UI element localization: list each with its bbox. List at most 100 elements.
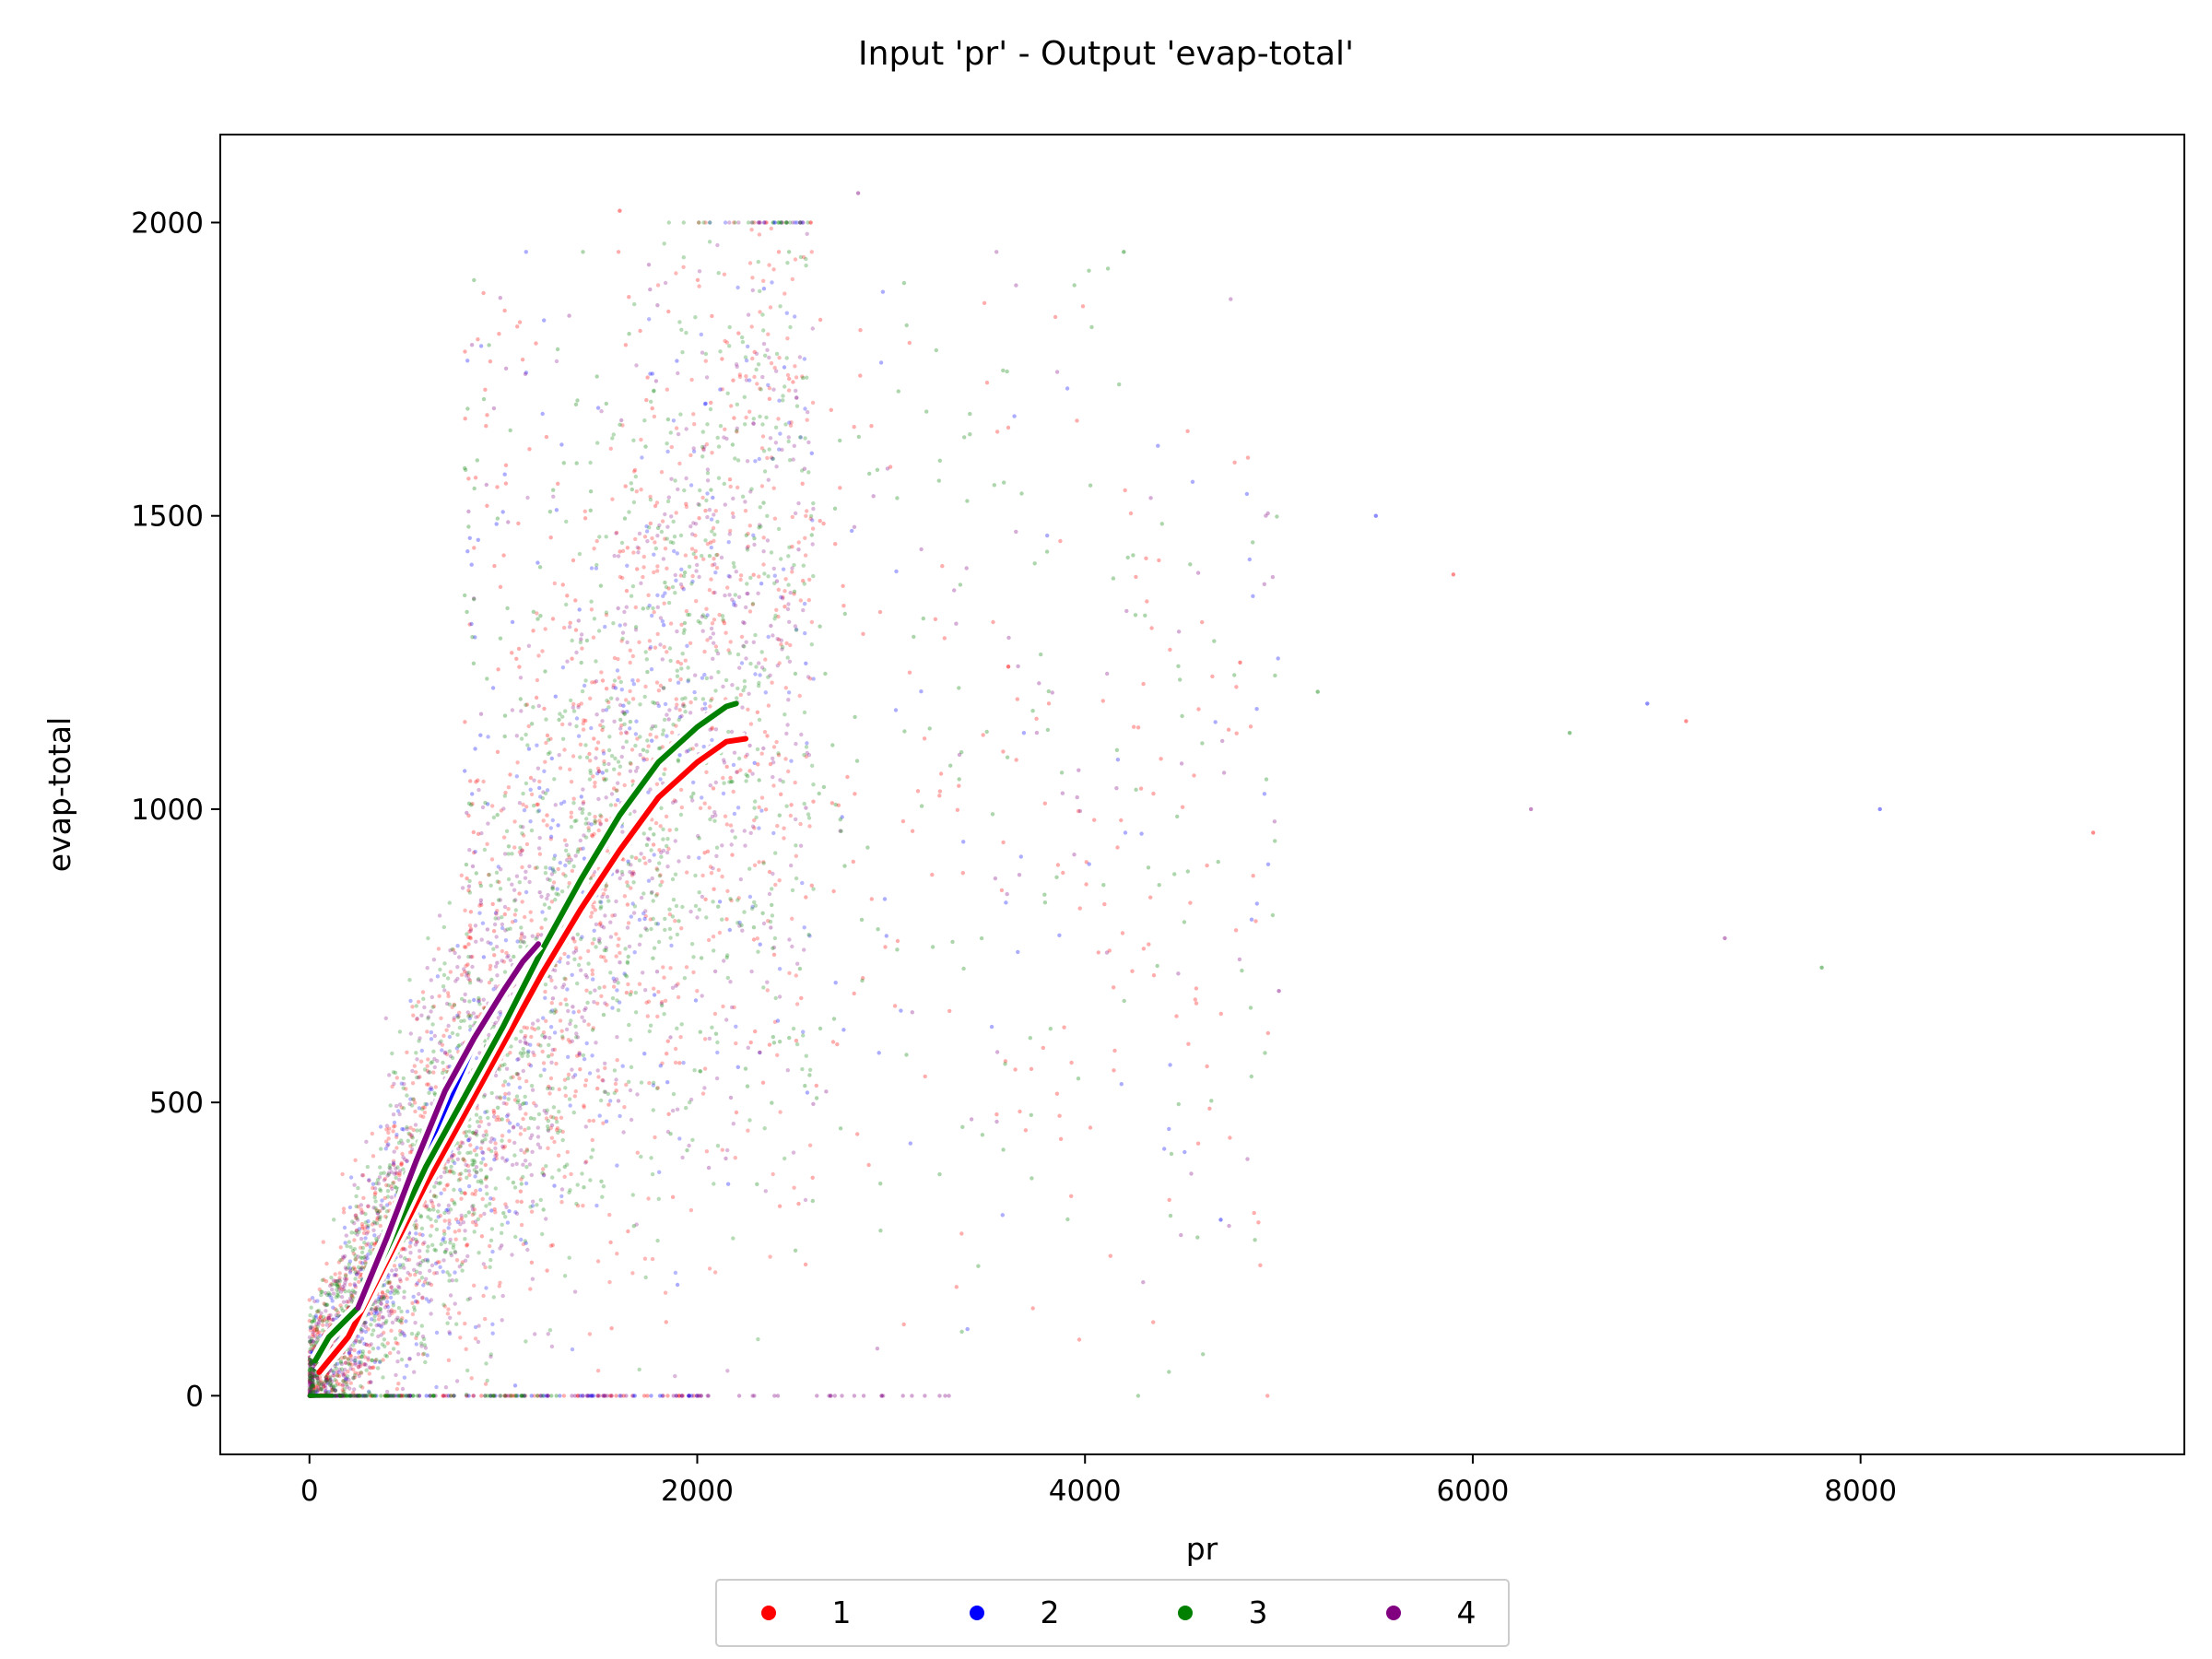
data-point <box>385 1341 390 1346</box>
data-point <box>329 1390 334 1395</box>
data-point <box>807 824 812 829</box>
data-point <box>430 1005 435 1009</box>
data-point <box>1034 730 1040 735</box>
data-point <box>465 1394 469 1398</box>
data-point <box>676 371 680 376</box>
data-point <box>486 940 490 945</box>
data-point <box>483 1177 488 1182</box>
data-point <box>606 761 611 767</box>
data-point <box>708 540 713 545</box>
data-point <box>513 918 518 924</box>
data-point <box>466 888 471 893</box>
data-point <box>521 791 525 796</box>
data-point <box>1057 1113 1062 1118</box>
data-point <box>350 1266 355 1271</box>
data-point <box>406 1235 411 1240</box>
data-point <box>654 970 660 974</box>
data-point <box>307 1378 312 1382</box>
data-point <box>412 1100 418 1105</box>
data-point <box>324 1377 329 1382</box>
data-point <box>829 407 833 412</box>
data-point <box>723 220 728 225</box>
data-point <box>601 925 606 930</box>
data-point <box>782 365 787 370</box>
data-point <box>785 606 791 612</box>
data-point <box>665 734 669 738</box>
data-point <box>569 825 574 830</box>
data-point <box>616 1099 621 1103</box>
data-point <box>1100 699 1106 703</box>
data-point <box>441 1060 445 1065</box>
data-point <box>535 1135 541 1139</box>
data-point <box>639 581 643 585</box>
data-point <box>852 524 857 529</box>
data-point <box>663 916 667 922</box>
data-point <box>543 759 547 764</box>
data-point <box>388 1350 393 1356</box>
data-point <box>605 1003 609 1007</box>
data-point <box>338 1245 343 1250</box>
data-point <box>779 638 783 642</box>
data-point <box>444 1052 450 1057</box>
data-point <box>437 913 442 918</box>
data-point <box>524 841 530 847</box>
data-point <box>455 943 460 948</box>
data-point <box>421 1114 426 1120</box>
data-point <box>402 1375 407 1380</box>
data-point <box>735 485 740 490</box>
data-point <box>401 1086 406 1090</box>
data-point <box>546 1394 550 1398</box>
data-point <box>366 1356 371 1360</box>
data-point <box>629 1038 633 1042</box>
data-point <box>543 995 547 1001</box>
data-point <box>433 1261 439 1266</box>
data-point <box>664 1320 668 1324</box>
data-point <box>347 1205 353 1210</box>
data-point <box>381 1315 386 1320</box>
data-point <box>771 387 776 392</box>
data-point <box>331 1291 336 1296</box>
data-point <box>364 1342 369 1347</box>
data-point <box>650 1256 655 1262</box>
data-point <box>498 296 502 300</box>
data-point <box>393 1336 398 1341</box>
data-point <box>1167 1197 1171 1203</box>
data-point <box>519 1177 524 1182</box>
data-point <box>337 1373 342 1379</box>
data-point <box>512 1383 518 1388</box>
data-point <box>326 1317 332 1323</box>
data-point <box>1017 873 1022 877</box>
data-point <box>728 528 733 534</box>
data-point <box>593 815 597 819</box>
data-point <box>452 1016 456 1020</box>
data-point <box>771 783 776 788</box>
data-point <box>653 503 658 509</box>
data-point <box>724 822 729 827</box>
data-point <box>651 606 655 611</box>
data-point <box>316 1384 321 1389</box>
data-point <box>448 1293 453 1298</box>
data-point <box>559 889 565 894</box>
data-point <box>767 396 772 401</box>
data-point <box>790 514 794 520</box>
data-point <box>408 1125 413 1130</box>
data-point <box>510 882 514 887</box>
data-point <box>1218 1011 1224 1017</box>
data-point <box>702 1037 708 1041</box>
data-point <box>710 726 714 731</box>
data-point <box>1245 455 1251 460</box>
data-point <box>413 1272 418 1277</box>
data-point <box>777 1204 782 1208</box>
data-point <box>759 650 764 654</box>
data-point <box>766 634 771 640</box>
data-point <box>989 1024 994 1030</box>
data-point <box>900 818 906 824</box>
data-point <box>339 1257 345 1262</box>
data-point <box>530 1149 535 1155</box>
data-point <box>394 1267 399 1272</box>
data-point <box>684 1105 688 1111</box>
data-point <box>721 791 726 796</box>
data-point <box>740 928 745 933</box>
data-point <box>329 1387 335 1392</box>
